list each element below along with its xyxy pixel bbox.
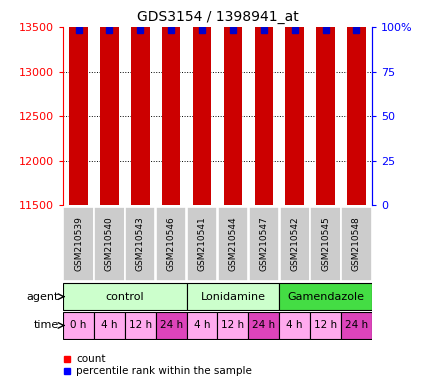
Bar xyxy=(310,207,340,281)
Bar xyxy=(125,207,155,281)
Bar xyxy=(186,283,279,310)
Bar xyxy=(94,312,125,339)
Bar xyxy=(316,0,334,205)
Text: percentile rank within the sample: percentile rank within the sample xyxy=(76,366,251,376)
Text: GSM210540: GSM210540 xyxy=(105,217,114,271)
Text: time: time xyxy=(33,320,59,331)
Bar xyxy=(186,312,217,339)
Text: GSM210541: GSM210541 xyxy=(197,217,206,271)
Text: control: control xyxy=(105,291,144,302)
Text: 12 h: 12 h xyxy=(313,320,336,331)
Bar xyxy=(279,283,371,310)
Bar xyxy=(63,283,186,310)
Text: GSM210542: GSM210542 xyxy=(289,217,299,271)
Text: count: count xyxy=(76,354,105,364)
Bar xyxy=(63,207,93,281)
Text: 12 h: 12 h xyxy=(128,320,151,331)
Text: 4 h: 4 h xyxy=(286,320,302,331)
Bar xyxy=(100,0,118,205)
Bar xyxy=(285,0,303,205)
Text: GSM210543: GSM210543 xyxy=(135,217,145,271)
Text: 24 h: 24 h xyxy=(252,320,275,331)
Text: GSM210548: GSM210548 xyxy=(351,217,360,271)
Bar xyxy=(155,312,186,339)
Bar xyxy=(125,312,155,339)
Bar xyxy=(254,0,273,205)
Bar xyxy=(161,0,180,205)
Bar xyxy=(223,0,242,205)
Bar xyxy=(131,0,149,205)
Bar xyxy=(346,0,365,205)
Title: GDS3154 / 1398941_at: GDS3154 / 1398941_at xyxy=(136,10,298,25)
Text: agent: agent xyxy=(26,291,59,302)
Bar xyxy=(187,207,217,281)
Text: GSM210547: GSM210547 xyxy=(259,217,268,271)
Bar xyxy=(309,312,340,339)
Bar xyxy=(94,207,124,281)
Text: GSM210545: GSM210545 xyxy=(320,217,329,271)
Bar xyxy=(340,312,371,339)
Text: GSM210546: GSM210546 xyxy=(166,217,175,271)
Text: 0 h: 0 h xyxy=(70,320,86,331)
Text: 4 h: 4 h xyxy=(194,320,210,331)
Bar xyxy=(63,312,94,339)
Bar xyxy=(248,207,278,281)
Text: 4 h: 4 h xyxy=(101,320,117,331)
Bar xyxy=(279,312,309,339)
Bar xyxy=(248,312,279,339)
Text: Lonidamine: Lonidamine xyxy=(200,291,265,302)
Bar xyxy=(217,312,248,339)
Bar xyxy=(341,207,371,281)
Text: Gamendazole: Gamendazole xyxy=(286,291,363,302)
Bar xyxy=(279,207,309,281)
Text: 24 h: 24 h xyxy=(159,320,182,331)
Bar xyxy=(217,207,247,281)
Text: GSM210539: GSM210539 xyxy=(74,217,83,271)
Bar xyxy=(69,0,88,205)
Text: 24 h: 24 h xyxy=(344,320,367,331)
Text: 12 h: 12 h xyxy=(221,320,244,331)
Bar xyxy=(156,207,186,281)
Text: GSM210544: GSM210544 xyxy=(228,217,237,271)
Bar xyxy=(192,0,211,205)
